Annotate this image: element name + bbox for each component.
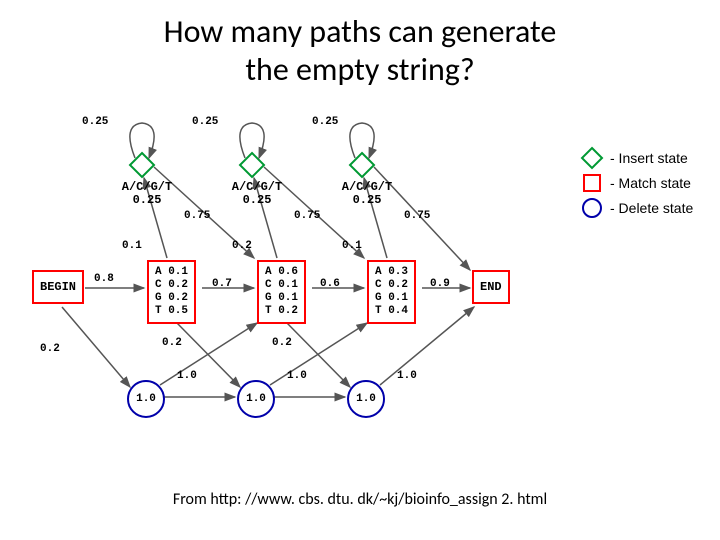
insert-label-1b: 0.25 xyxy=(117,193,177,207)
legend-circle-icon xyxy=(583,199,601,217)
end-state: END xyxy=(472,270,510,304)
title-line-2: the empty string? xyxy=(0,50,720,89)
insert-out-3: 0.75 xyxy=(404,210,430,222)
to-d-prob-1: 0.2 xyxy=(162,337,182,349)
legend-diamond-icon xyxy=(582,148,602,168)
match-state-1: A 0.1 C 0.2 G 0.2 T 0.5 xyxy=(147,260,196,324)
insert-label-2a: A/C/G/T xyxy=(227,180,287,194)
legend-delete-label: - Delete state xyxy=(610,200,693,216)
h-prob-3: 0.9 xyxy=(430,278,450,290)
insert-out-2: 0.75 xyxy=(294,210,320,222)
begin-to-d1 xyxy=(62,307,130,387)
delete-state-2: 1.0 xyxy=(237,380,275,418)
insert-label-3b: 0.25 xyxy=(337,193,397,207)
d2-to-m3 xyxy=(270,323,367,385)
d-out-3: 1.0 xyxy=(397,370,417,382)
insert-out-1: 0.75 xyxy=(184,210,210,222)
d-out-1: 1.0 xyxy=(177,370,197,382)
begin-state: BEGIN xyxy=(32,270,84,304)
h-prob-2: 0.6 xyxy=(320,278,340,290)
insert-label-1a: A/C/G/T xyxy=(117,180,177,194)
insert-diamond-2 xyxy=(240,153,264,177)
insert-label-3a: A/C/G/T xyxy=(337,180,397,194)
footer-citation: From http: //www. cbs. dtu. dk/~kj/bioin… xyxy=(0,490,720,509)
to-d-prob-2: 0.2 xyxy=(272,337,292,349)
d1-to-m2 xyxy=(160,323,257,385)
insert-diamond-1 xyxy=(130,153,154,177)
h-prob-1: 0.7 xyxy=(212,278,232,290)
selfloop-prob-2: 0.25 xyxy=(192,116,218,128)
m-to-i-2: 0.2 xyxy=(232,240,252,252)
to-d-prob-0: 0.2 xyxy=(40,343,60,355)
insert-diamond-3 xyxy=(350,153,374,177)
d-out-2: 1.0 xyxy=(287,370,307,382)
hmm-diagram: 0.25 0.25 0.25 A/C/G/T 0.25 A/C/G/T 0.25… xyxy=(22,115,698,445)
m-to-i-1: 0.1 xyxy=(122,240,142,252)
legend-insert-label: - Insert state xyxy=(610,150,688,166)
h-prob-0: 0.8 xyxy=(94,273,114,285)
legend-match-label: - Match state xyxy=(610,175,691,191)
m-to-i-3: 0.1 xyxy=(342,240,362,252)
match-state-2: A 0.6 C 0.1 G 0.1 T 0.2 xyxy=(257,260,306,324)
delete-state-3: 1.0 xyxy=(347,380,385,418)
insert-label-2b: 0.25 xyxy=(227,193,287,207)
delete-state-1: 1.0 xyxy=(127,380,165,418)
selfloop-prob-3: 0.25 xyxy=(312,116,338,128)
title-line-1: How many paths can generate xyxy=(0,12,720,51)
match-state-3: A 0.3 C 0.2 G 0.1 T 0.4 xyxy=(367,260,416,324)
legend-square-icon xyxy=(584,175,600,191)
selfloop-prob-1: 0.25 xyxy=(82,116,108,128)
